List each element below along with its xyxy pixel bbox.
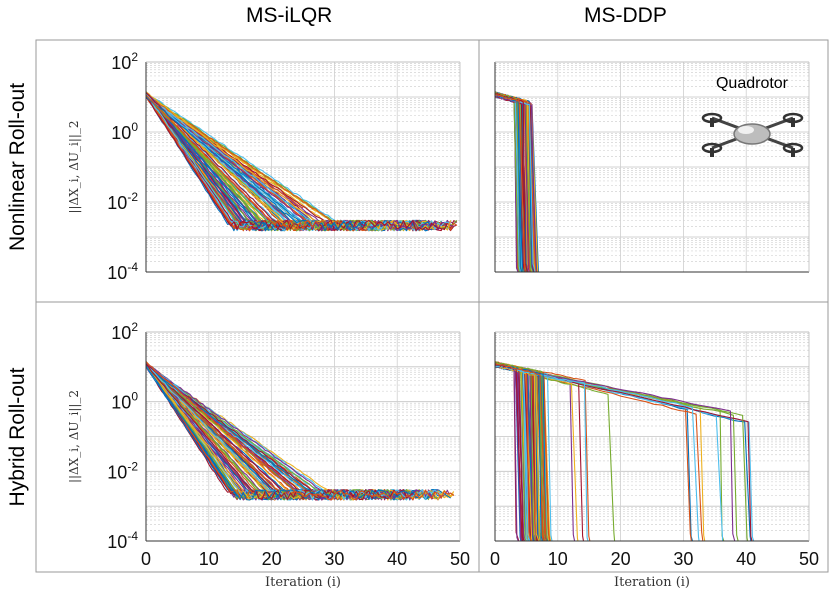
quadrotor-motor — [791, 118, 795, 127]
series-line — [146, 361, 411, 500]
series-line — [146, 366, 404, 501]
y-tick-label: 102 — [111, 320, 138, 343]
quadrotor-annotation: Quadrotor — [701, 75, 804, 157]
plot-area-4: 0 10 20 30 40 50 Iteration (i) — [490, 331, 819, 590]
x-tick-label: 20 — [611, 549, 631, 569]
series-line — [146, 91, 417, 231]
series-line — [146, 92, 376, 230]
y-tick-label: 102 — [111, 50, 138, 73]
series-line — [495, 364, 616, 541]
y-axis-label: ||ΔX_i, ΔU_i||_2 — [67, 120, 81, 213]
x-axis-label: Iteration (i) — [265, 575, 341, 590]
series-line — [146, 94, 329, 230]
y-tick-label: 10-4 — [107, 529, 138, 552]
y-tick-label: 100 — [111, 120, 138, 143]
series-line — [146, 364, 373, 501]
y-tick-label: 10-2 — [107, 190, 138, 213]
y-tick-label: 100 — [111, 390, 138, 413]
series-line — [146, 365, 329, 500]
series-line — [146, 92, 452, 231]
series-line — [146, 361, 455, 501]
x-tick-label: 30 — [673, 549, 693, 569]
series-line — [146, 92, 386, 232]
y-axis-label: ||ΔX_i, ΔU_i||_2 — [67, 390, 81, 483]
series-line — [495, 363, 547, 541]
series-line — [495, 93, 526, 272]
series-line — [146, 366, 410, 501]
x-tick-label: 40 — [736, 549, 756, 569]
quadrotor-motor — [710, 118, 714, 127]
x-tick-label: 20 — [262, 549, 282, 569]
series-group — [146, 91, 458, 232]
y-tick-label: 10-2 — [107, 459, 138, 482]
series-group — [495, 91, 540, 272]
series-line — [146, 361, 392, 500]
series-line — [146, 92, 448, 232]
series-line — [146, 365, 395, 501]
plot-area-2 — [494, 61, 810, 273]
series-group — [495, 361, 755, 541]
column-title-ms-ilqr: MS-iLQR — [246, 4, 333, 27]
quadrotor-highlight — [738, 126, 754, 134]
column-title-ms-ddp: MS-DDP — [584, 4, 667, 27]
series-line — [146, 93, 451, 232]
series-group — [146, 360, 455, 501]
series-line — [495, 91, 523, 272]
plot-area-1: 102 100 10-2 10-4 ||ΔX_i, ΔU_i||_2 — [67, 50, 461, 283]
y-tick-label: 10-4 — [107, 260, 138, 283]
series-line — [146, 96, 405, 231]
x-tick-label: 10 — [199, 549, 219, 569]
x-tick-label: 0 — [490, 549, 500, 569]
x-axis-label: Iteration (i) — [614, 575, 690, 590]
x-tick-label: 30 — [324, 549, 344, 569]
series-line — [495, 361, 549, 541]
quadrotor-icon — [701, 112, 804, 157]
plot-area-3: 102 100 10-2 10-4 ||ΔX_i, ΔU_i||_2 0 10 20 30 40 5… — [67, 320, 470, 590]
series-line — [495, 95, 530, 272]
series-line — [146, 96, 364, 232]
x-tick-label: 40 — [387, 549, 407, 569]
quadrotor-label: Quadrotor — [716, 75, 789, 92]
series-line — [146, 365, 420, 501]
panel-frame-4 — [478, 301, 829, 573]
quadrotor-body — [733, 123, 771, 145]
x-tick-label: 0 — [141, 549, 151, 569]
x-tick-label: 50 — [799, 549, 819, 569]
quadrotor-motor — [710, 148, 714, 157]
series-line — [146, 366, 404, 501]
x-tick-label: 10 — [548, 549, 568, 569]
quadrotor-motor — [791, 148, 795, 157]
series-line — [146, 91, 345, 230]
x-tick-label: 50 — [450, 549, 470, 569]
panel-frame-3 — [35, 301, 480, 573]
series-line — [146, 365, 395, 501]
